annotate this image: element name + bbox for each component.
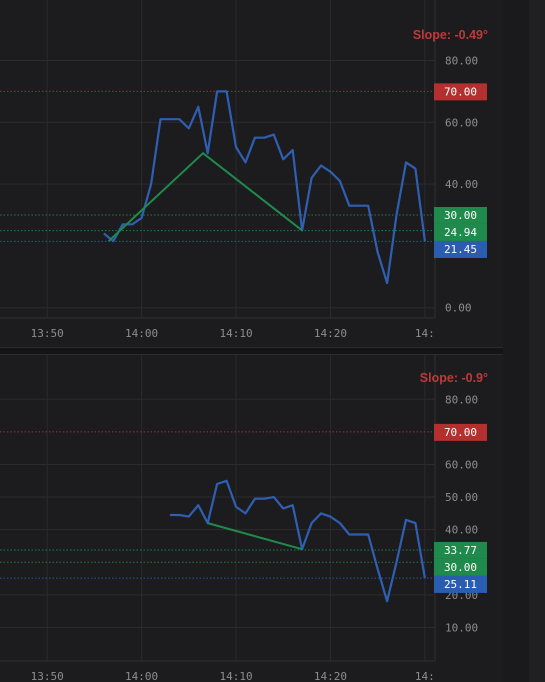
vertical-grid xyxy=(46,355,426,661)
x-tick-label: 14:10 xyxy=(219,670,252,682)
value-badge-label: 24.94 xyxy=(444,226,477,239)
y-tick-label: 40.00 xyxy=(445,178,478,191)
horizontal-grid xyxy=(0,398,435,628)
value-badge-3 xyxy=(434,575,487,593)
value-badge-label: 30.00 xyxy=(444,561,477,574)
y-tick-label: 0.00 xyxy=(445,302,472,315)
y-tick-label: 80.00 xyxy=(445,393,478,406)
chart-svg-bottom[interactable]: 13:50 14:00 14:10 14:20 14: 80.00 60.00 50.00 40… xyxy=(0,355,503,682)
y-tick-label: 40.00 xyxy=(445,524,478,537)
value-badge-1 xyxy=(434,541,487,559)
value-badge-1 xyxy=(434,206,487,224)
value-badge-label: 25.11 xyxy=(444,578,477,591)
value-badge-label: 70.00 xyxy=(444,85,477,98)
value-badge-0 xyxy=(434,423,487,441)
slope-label: Slope: -0.9° xyxy=(420,371,488,385)
value-badge-2 xyxy=(434,223,487,241)
y-tick-label: 10.00 xyxy=(445,621,478,634)
value-badge-label: 21.45 xyxy=(444,243,477,256)
x-tick-label: 13:50 xyxy=(31,327,64,340)
x-tick-label: 13:50 xyxy=(31,670,64,682)
x-tick-label: 14:10 xyxy=(219,327,252,340)
pane-separator[interactable] xyxy=(0,347,503,355)
chart-svg-top[interactable]: 13:50 14:00 14:10 14:20 14: 80.00 60.00 40.00 0.… xyxy=(0,0,503,347)
x-tick-label: 14:20 xyxy=(314,327,347,340)
slope-label: Slope: -0.49° xyxy=(413,28,488,42)
price-series-line[interactable] xyxy=(103,90,426,285)
y-tick-label: 60.00 xyxy=(445,116,478,129)
y-tick-label: 50.00 xyxy=(445,491,478,504)
x-tick-label: 14:00 xyxy=(125,670,158,682)
value-badge-label: 30.00 xyxy=(444,209,477,222)
scrollbar-track[interactable] xyxy=(529,0,545,682)
right-scroll-strip xyxy=(503,0,545,682)
price-series-line[interactable] xyxy=(169,479,426,603)
vertical-grid xyxy=(46,0,426,318)
value-badge-label: 33.77 xyxy=(444,544,477,557)
value-badge-3 xyxy=(434,240,487,258)
chart-pane-top[interactable]: 13:50 14:00 14:10 14:20 14: 80.00 60.00 40.00 0.… xyxy=(0,0,503,347)
x-tick-label: 14:20 xyxy=(314,670,347,682)
plot-area[interactable] xyxy=(0,355,435,661)
value-badge-2 xyxy=(434,558,487,576)
y-tick-label: 60.00 xyxy=(445,458,478,471)
horizontal-grid xyxy=(0,59,435,309)
trend-line[interactable] xyxy=(107,152,303,242)
plot-area[interactable] xyxy=(0,0,435,318)
y-tick-label: 80.00 xyxy=(445,54,478,67)
x-tick-label: 14: xyxy=(415,670,435,682)
x-tick-label: 14: xyxy=(415,327,435,340)
chart-pane-bottom[interactable]: 13:50 14:00 14:10 14:20 14: 80.00 60.00 50.00 40… xyxy=(0,355,503,682)
value-badge-label: 70.00 xyxy=(444,426,477,439)
trend-line[interactable] xyxy=(207,522,303,551)
x-tick-label: 14:00 xyxy=(125,327,158,340)
value-badge-0 xyxy=(434,83,487,101)
